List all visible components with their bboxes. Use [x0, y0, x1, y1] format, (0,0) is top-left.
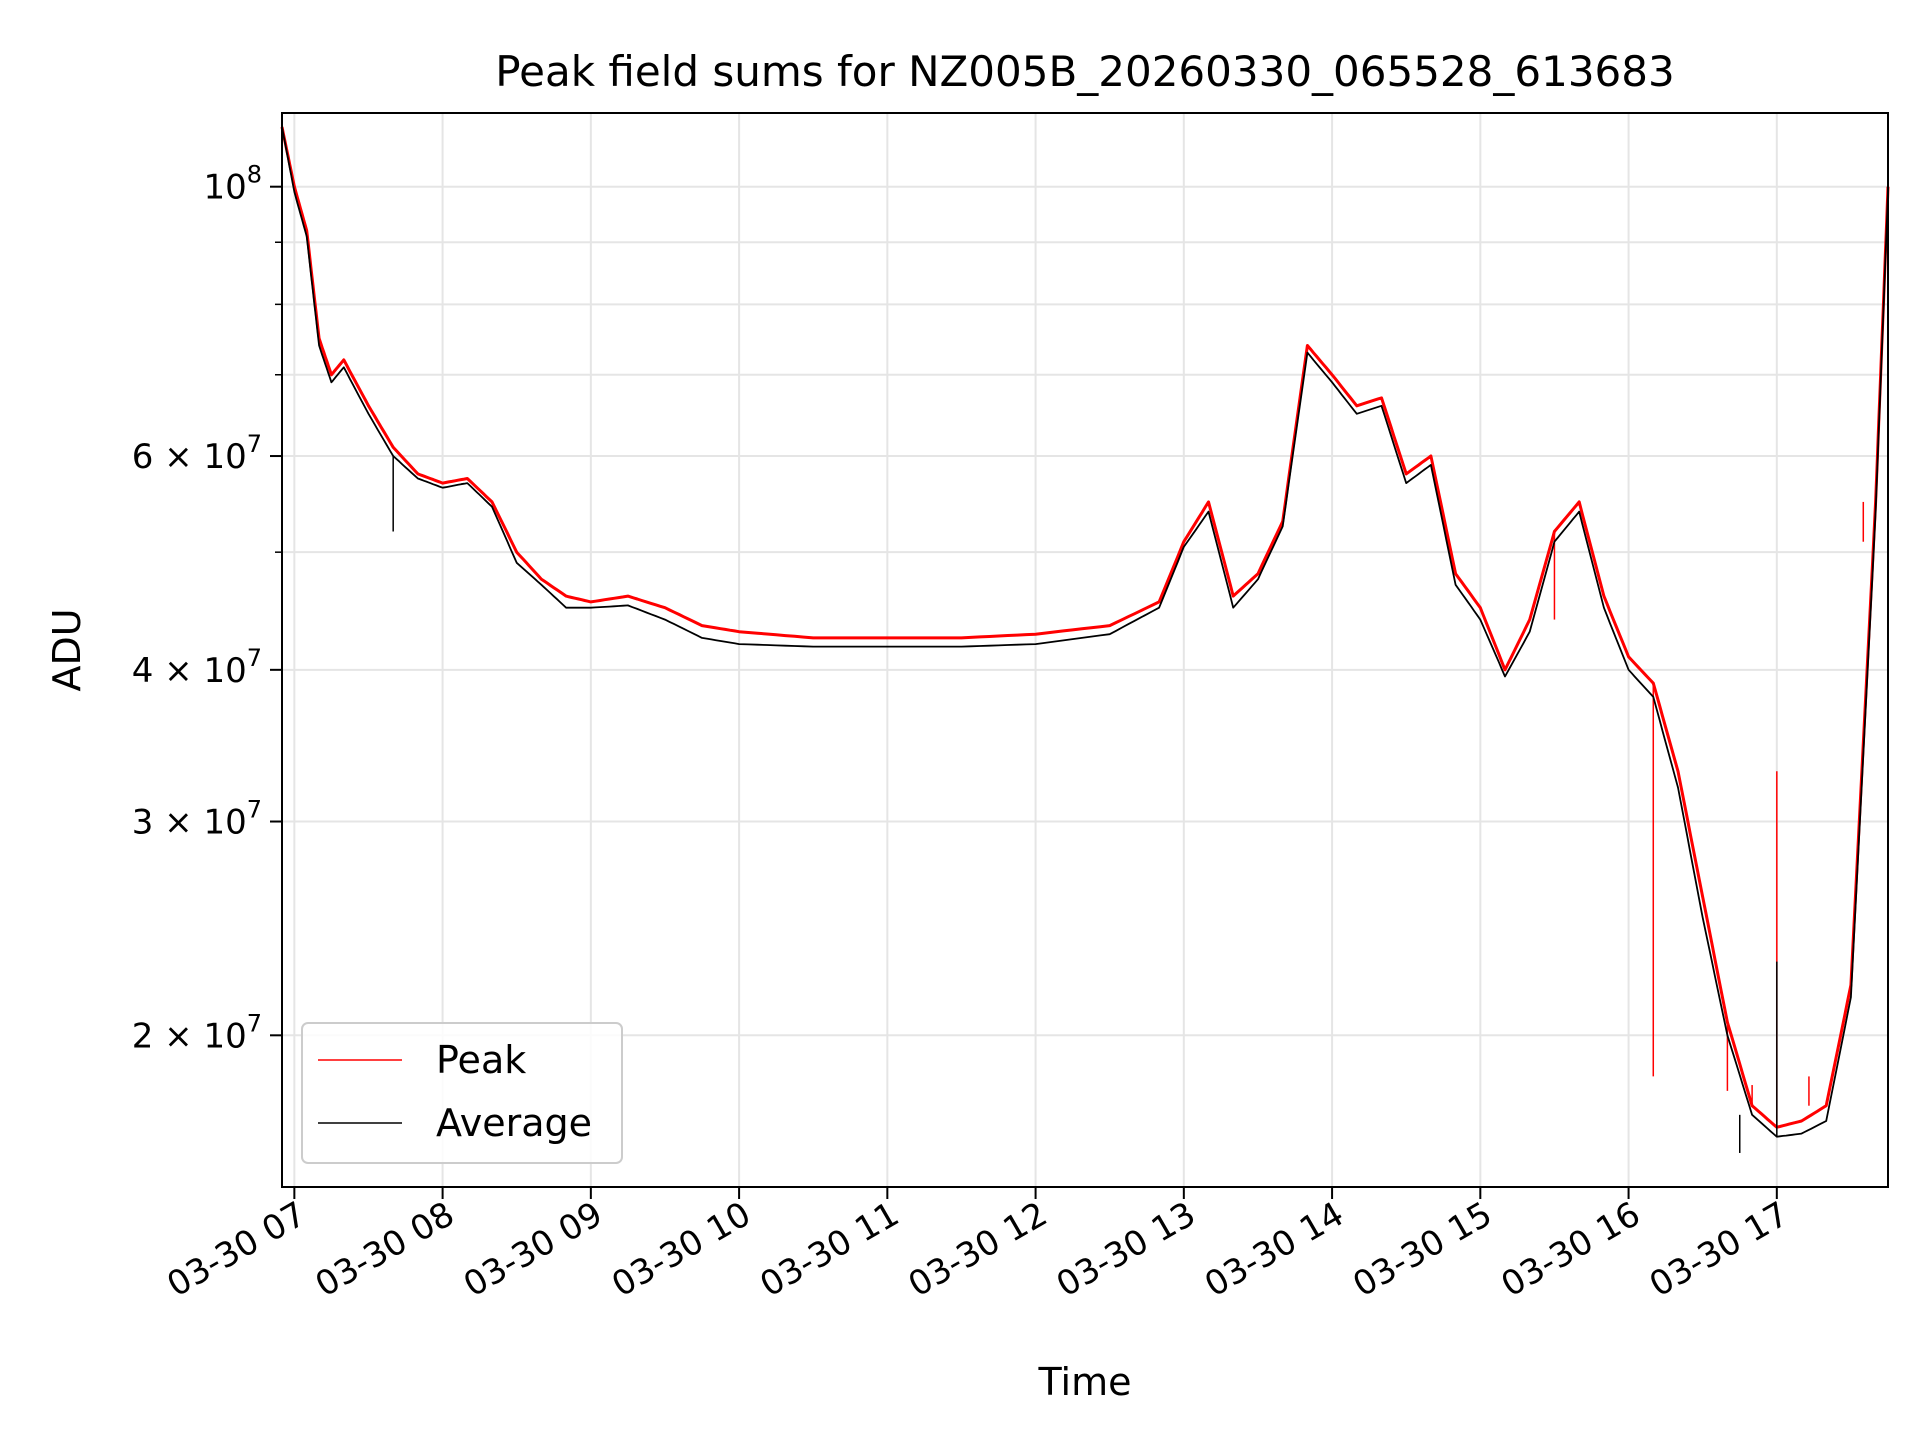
- legend-box: [301, 1022, 623, 1164]
- y-tick-base: 10: [203, 168, 246, 208]
- y-tick-base: 10: [203, 1016, 246, 1056]
- y-tick-exponent: 7: [247, 430, 262, 458]
- legend-label-average: Average: [436, 1101, 592, 1145]
- y-tick-base: 10: [203, 803, 246, 843]
- y-tick-mantissa: 2 ×: [132, 1016, 204, 1056]
- x-axis-label: Time: [1038, 1360, 1132, 1404]
- y-tick-mantissa: 3 ×: [132, 803, 204, 843]
- chart-title: Peak field sums for NZ005B_20260330_0655…: [495, 47, 1674, 96]
- plot-frame: [281, 112, 1889, 1188]
- y-tick-base: 10: [203, 437, 246, 477]
- series-line-peak: [280, 126, 1890, 1129]
- y-tick-exponent: 7: [247, 796, 262, 824]
- plot-lines: [280, 126, 1890, 1153]
- y-tick-exponent: 8: [247, 161, 262, 189]
- y-tick-label: 6 × 107: [132, 430, 262, 477]
- legend: Peak Average: [301, 1022, 623, 1164]
- legend-label-peak: Peak: [436, 1038, 526, 1082]
- y-tick-label: 3 × 107: [132, 796, 262, 843]
- y-tick-exponent: 7: [247, 644, 262, 672]
- series-line-average: [281, 126, 1889, 1138]
- y-tick-label: 4 × 107: [132, 644, 262, 691]
- y-tick-label: 2 × 107: [132, 1009, 262, 1056]
- y-tick-mantissa: 6 ×: [132, 437, 204, 477]
- y-tick-exponent: 7: [247, 1009, 262, 1037]
- y-tick-base: 10: [203, 651, 246, 691]
- y-axis-label: ADU: [45, 608, 89, 691]
- y-tick-mantissa: 4 ×: [132, 651, 204, 691]
- y-tick-label: 108: [203, 161, 262, 208]
